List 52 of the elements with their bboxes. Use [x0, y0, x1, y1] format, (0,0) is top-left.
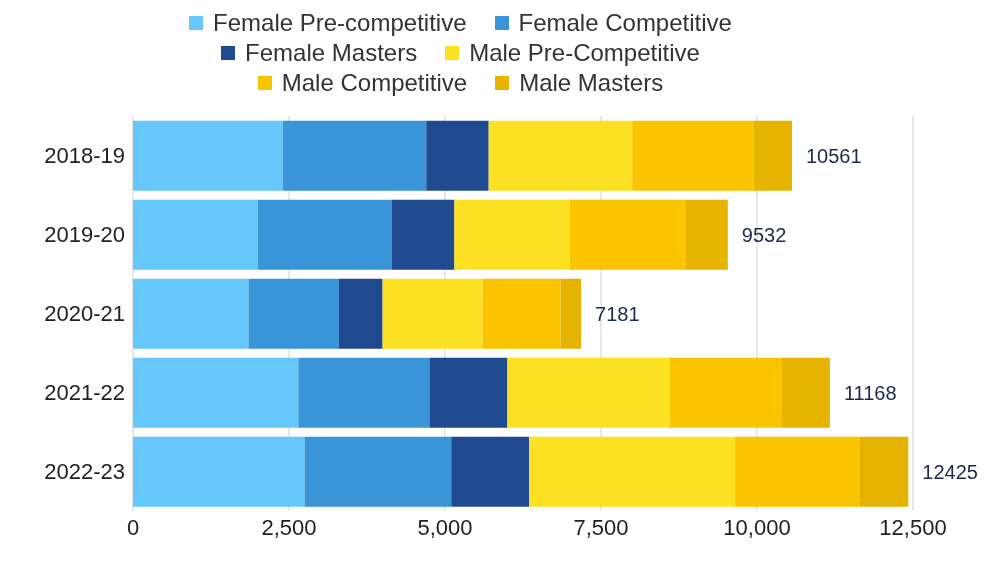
legend-label: Male Competitive [280, 68, 468, 98]
bar [569, 199, 686, 270]
bar [529, 436, 736, 507]
x-tick-label: 2,500 [261, 514, 317, 540]
total-label: 10561 [806, 144, 862, 167]
bar [507, 357, 670, 428]
bar [257, 199, 392, 270]
bar [338, 278, 383, 349]
bar [298, 357, 430, 428]
legend-label: Female Masters [244, 38, 418, 68]
bar [304, 436, 452, 507]
x-tick-label: 12,500 [879, 514, 947, 540]
bar [632, 120, 754, 191]
bar [669, 357, 782, 428]
total-label: 12425 [922, 460, 978, 483]
bar [133, 278, 249, 349]
y-tick-label: 2020-21 [44, 301, 125, 327]
legend-label: Male Masters [518, 68, 664, 98]
bar [426, 120, 489, 191]
bar [429, 357, 508, 428]
bar [488, 120, 633, 191]
y-tick-label: 2021-22 [44, 380, 125, 406]
legend-label: Female Competitive [517, 8, 732, 38]
bar [482, 278, 561, 349]
bar [781, 357, 830, 428]
bar [248, 278, 339, 349]
bar [382, 278, 483, 349]
bar [685, 199, 728, 270]
x-tick-label: 0 [126, 514, 140, 540]
bar [560, 278, 582, 349]
x-tick-label: 10,000 [723, 514, 791, 540]
bar [133, 436, 305, 507]
x-tick-label: 5,000 [417, 514, 473, 540]
total-label: 9532 [741, 223, 787, 246]
bar [859, 436, 909, 507]
bar [753, 120, 793, 191]
total-label: 7181 [595, 302, 640, 325]
bar [282, 120, 427, 191]
bar [133, 199, 258, 270]
legend-label: Male Pre-Competitive [468, 38, 700, 68]
x-tick-label: 7,500 [573, 514, 629, 540]
bar [735, 436, 860, 507]
bar [391, 199, 455, 270]
legend-label: Female Pre-competitive [212, 8, 467, 38]
bar [133, 357, 299, 428]
bar [133, 120, 283, 191]
total-label: 11168 [843, 381, 897, 404]
bar [454, 199, 570, 270]
y-tick-label: 2018-19 [44, 143, 125, 169]
y-tick-label: 2022-23 [44, 459, 125, 485]
bar [451, 436, 530, 507]
y-tick-label: 2019-20 [44, 222, 125, 248]
